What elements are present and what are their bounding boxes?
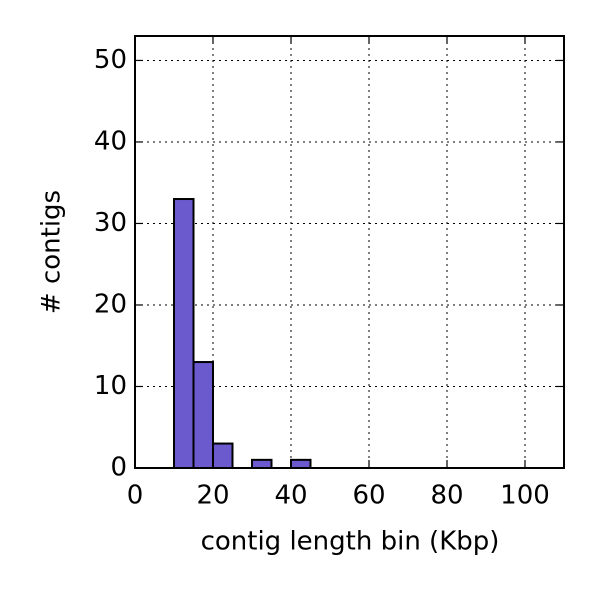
x-tick-label: 60 xyxy=(352,481,385,511)
bar xyxy=(173,198,195,470)
bar xyxy=(192,361,214,470)
bar xyxy=(212,442,234,470)
y-tick-label: 20 xyxy=(94,289,127,319)
bar xyxy=(290,458,312,470)
y-axis-label: # contigs xyxy=(37,190,67,314)
y-tick-label: 50 xyxy=(94,45,127,75)
x-tick-label: 100 xyxy=(500,481,550,511)
x-tick-label: 40 xyxy=(274,481,307,511)
x-tick-label: 20 xyxy=(196,481,229,511)
y-tick-label: 10 xyxy=(94,371,127,401)
x-tick-label: 80 xyxy=(430,481,463,511)
x-axis-label: contig length bin (Kbp) xyxy=(201,527,500,557)
bar xyxy=(251,458,273,470)
plot-frame xyxy=(134,35,565,469)
y-tick-label: 30 xyxy=(94,208,127,238)
y-tick-label: 40 xyxy=(94,126,127,156)
y-tick-label: 0 xyxy=(110,453,127,483)
x-tick-label: 0 xyxy=(127,481,144,511)
